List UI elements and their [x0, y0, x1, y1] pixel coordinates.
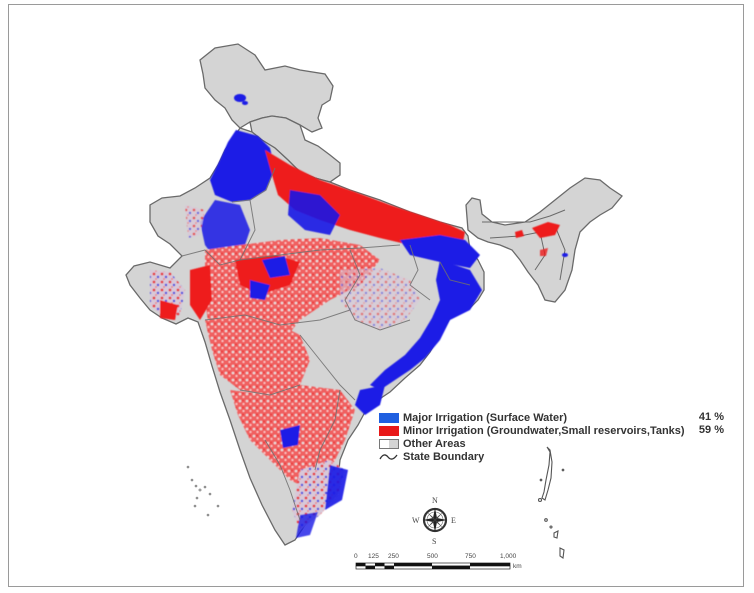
major-irrigation-swatch [379, 412, 399, 423]
lakshadweep-islands [186, 465, 220, 517]
legend-item-state-boundary: State Boundary [379, 450, 724, 463]
scale-unit: km [513, 563, 522, 570]
andaman-nicobar-islands [537, 446, 565, 559]
compass-east-label: E [451, 516, 456, 525]
scale-bar [355, 562, 511, 570]
state-boundaries [181, 167, 471, 521]
compass-south-label: S [432, 537, 437, 546]
scale-tick-500: 500 [427, 553, 438, 560]
scale-tick-1000: 1,000 [500, 553, 517, 560]
compass-west-label: W [412, 516, 420, 525]
legend-item-other-areas: Other Areas [379, 437, 724, 450]
other-areas-swatch [379, 438, 399, 449]
irrigation-overlay [150, 94, 568, 538]
state-boundary-line-icon [379, 452, 399, 462]
legend-label: Other Areas [403, 437, 466, 450]
scale-tick-750: 750 [465, 553, 476, 560]
minor-irrigation-swatch [379, 425, 399, 436]
map-legend: Major Irrigation (Surface Water) 41 % Mi… [379, 411, 724, 463]
region-jammu-kashmir [199, 43, 334, 133]
legend-item-major-irrigation: Major Irrigation (Surface Water) 41 % [379, 411, 724, 424]
legend-percent: 59 % [698, 424, 724, 436]
compass-north-label: N [432, 496, 438, 505]
legend-item-minor-irrigation: Minor Irrigation (Groundwater,Small rese… [379, 424, 724, 437]
legend-label: Minor Irrigation (Groundwater,Small rese… [403, 424, 685, 437]
legend-label: Major Irrigation (Surface Water) [403, 411, 568, 424]
region-northeast [465, 177, 623, 303]
scale-tick-125: 125 [368, 553, 379, 560]
compass-rose-icon [422, 507, 448, 533]
scale-tick-250: 250 [388, 553, 399, 560]
legend-label: State Boundary [403, 450, 485, 463]
scale-tick-0: 0 [354, 553, 358, 560]
legend-percent: 41 % [698, 411, 724, 423]
